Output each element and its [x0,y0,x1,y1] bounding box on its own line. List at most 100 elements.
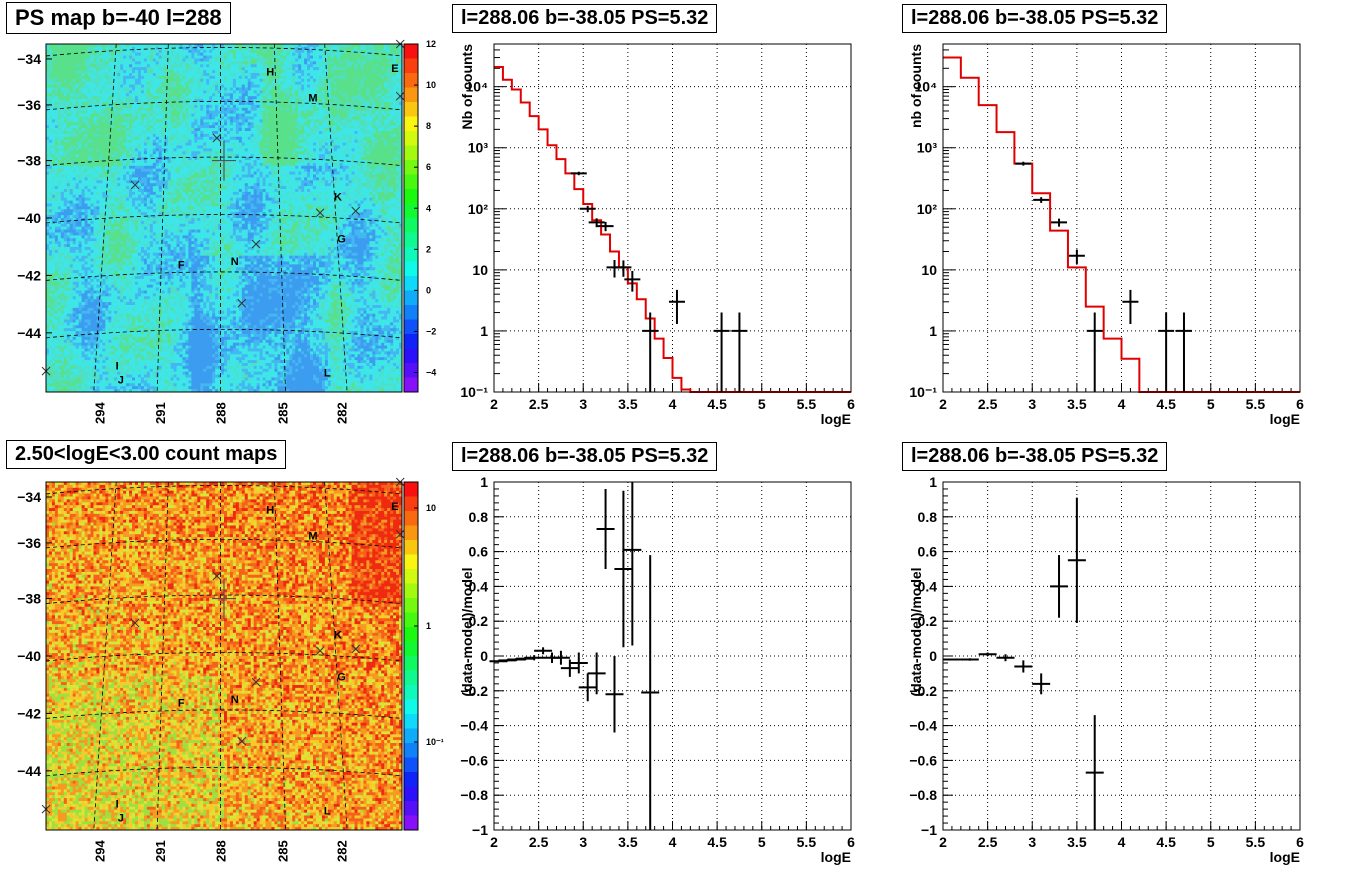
heatmap-cell [363,84,367,88]
heatmap-cell [215,93,219,97]
heatmap-cell [84,136,88,141]
heatmap-cell [342,44,347,48]
heatmap-cell [179,64,183,68]
heatmap-cell [381,96,385,100]
heatmap-cell [75,61,80,65]
heatmap-cell [226,160,231,164]
heatmap-cell [203,73,207,77]
heatmap-cell [173,75,177,80]
heatmap-cell [271,119,275,123]
heatmap-cell [244,78,249,83]
heatmap-cell [339,116,344,120]
heatmap-cell [277,107,281,112]
heatmap-cell [69,70,74,74]
heatmap-cell [46,75,50,80]
heatmap-cell [375,145,379,149]
heatmap-cell [310,49,314,54]
heatmap-cell [212,44,216,48]
heatmap-cell [200,52,204,56]
heatmap-cell [286,139,290,143]
heatmap-cell [99,142,103,146]
heatmap-cell [247,104,252,109]
heatmap-cell [360,107,364,112]
heatmap-cell [304,84,308,88]
heatmap-cell [51,131,56,135]
heatmap-cell [310,142,314,146]
heatmap-cell [54,99,59,103]
heatmap-cell [78,104,82,109]
heatmap-cell [173,58,177,62]
heatmap-cell [345,93,349,97]
heatmap-cell [238,52,243,56]
heatmap-cell [146,64,151,68]
heatmap-cell [357,157,361,161]
heatmap-cell [286,157,290,161]
heatmap-cell [158,61,163,65]
heatmap-cell [289,90,293,94]
heatmap-cell [313,142,317,146]
heatmap-cell [179,139,183,143]
heatmap-cell [372,84,376,88]
heatmap-cell [399,78,402,83]
heatmap-cell [54,133,59,138]
heatmap-cell [262,93,266,97]
heatmap-cell [54,119,59,123]
heatmap-cell [283,81,287,85]
heatmap-cell [197,55,201,59]
heatmap-cell [54,128,59,132]
heatmap-cell [247,119,252,123]
heatmap-cell [99,81,103,85]
heatmap-cell [345,148,349,152]
heatmap-cell [354,157,358,161]
heatmap-cell [366,75,370,80]
heatmap-cell [206,99,210,103]
heatmap-cell [102,122,106,126]
heatmap-cell [283,87,287,91]
heatmap-cell [351,139,355,143]
heatmap-cell [81,125,85,129]
heatmap-cell [235,125,240,129]
heatmap-cell [235,46,240,51]
heatmap-cell [238,87,243,91]
heatmap-cell [179,90,183,94]
heatmap-cell [348,96,352,100]
heatmap-cell [69,162,74,167]
heatmap-cell [197,136,201,141]
heatmap-cell [399,75,402,80]
heatmap-cell [117,81,121,85]
heatmap-cell [271,102,275,106]
heatmap-cell [295,122,299,126]
heatmap-cell [170,128,174,132]
heatmap-cell [203,107,207,112]
heatmap-cell [221,96,225,100]
heatmap-cell [330,119,335,123]
heatmap-cell [173,55,177,59]
heatmap-cell [360,81,364,85]
heatmap-cell [333,75,338,80]
heatmap-cell [140,128,145,132]
heatmap-cell [123,46,127,51]
heatmap-cell [158,67,163,71]
heatmap-cell [256,52,260,56]
heatmap-cell [188,119,192,123]
heatmap-cell [123,122,127,126]
heatmap-cell [75,84,80,88]
heatmap-cell [318,160,323,164]
heatmap-cell [253,55,258,59]
heatmap-cell [321,110,326,114]
heatmap-cell [321,96,326,100]
heatmap-cell [396,61,400,65]
heatmap-cell [363,113,367,117]
heatmap-cell [51,44,56,48]
heatmap-cell [372,142,376,146]
heatmap-cell [63,81,68,85]
heatmap-cell [60,145,65,149]
heatmap-cell [238,96,243,100]
heatmap-cell [117,93,121,97]
heatmap-cell [313,113,317,117]
heatmap-cell [140,160,145,164]
heatmap-cell [114,84,118,88]
heatmap-cell [307,142,311,146]
heatmap-cell [164,119,169,123]
heatmap-cell [111,73,115,77]
